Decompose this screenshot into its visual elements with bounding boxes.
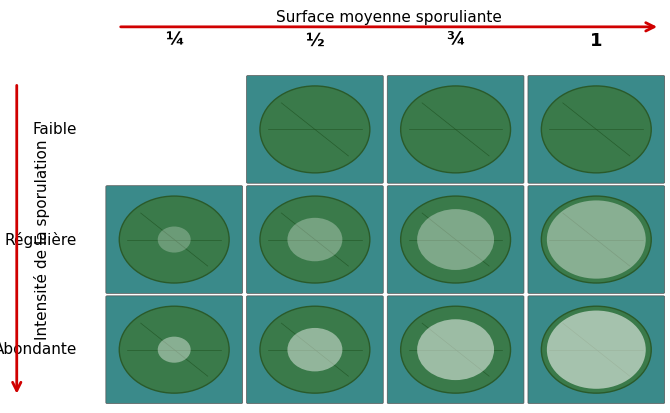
FancyBboxPatch shape <box>387 186 524 293</box>
Ellipse shape <box>119 196 229 283</box>
Text: 1: 1 <box>590 31 602 50</box>
Text: Intensité de la sporulation: Intensité de la sporulation <box>34 139 50 340</box>
Ellipse shape <box>547 200 646 279</box>
Ellipse shape <box>157 337 191 363</box>
Text: Régulière: Régulière <box>5 232 77 247</box>
Ellipse shape <box>401 196 511 283</box>
Ellipse shape <box>547 311 646 389</box>
Ellipse shape <box>260 196 370 283</box>
FancyBboxPatch shape <box>528 186 665 293</box>
Ellipse shape <box>260 86 370 173</box>
Text: Faible: Faible <box>33 122 77 137</box>
FancyBboxPatch shape <box>528 296 665 404</box>
Text: ¼: ¼ <box>165 31 184 50</box>
Ellipse shape <box>157 226 191 253</box>
FancyBboxPatch shape <box>247 76 383 183</box>
Ellipse shape <box>541 86 651 173</box>
Text: Surface moyenne sporuliante: Surface moyenne sporuliante <box>276 10 502 25</box>
FancyBboxPatch shape <box>106 186 243 293</box>
Text: ½: ½ <box>306 31 324 50</box>
FancyBboxPatch shape <box>387 76 524 183</box>
Text: Abondante: Abondante <box>0 342 77 357</box>
FancyBboxPatch shape <box>106 296 243 404</box>
Ellipse shape <box>260 306 370 393</box>
FancyBboxPatch shape <box>247 296 383 404</box>
Ellipse shape <box>541 306 651 393</box>
Ellipse shape <box>287 218 342 261</box>
FancyBboxPatch shape <box>247 186 383 293</box>
Ellipse shape <box>417 209 494 270</box>
Ellipse shape <box>119 306 229 393</box>
FancyBboxPatch shape <box>528 76 665 183</box>
Ellipse shape <box>541 196 651 283</box>
Ellipse shape <box>401 86 511 173</box>
FancyBboxPatch shape <box>387 296 524 404</box>
Ellipse shape <box>287 328 342 371</box>
Ellipse shape <box>401 306 511 393</box>
Text: ¾: ¾ <box>446 31 465 50</box>
Ellipse shape <box>417 319 494 380</box>
